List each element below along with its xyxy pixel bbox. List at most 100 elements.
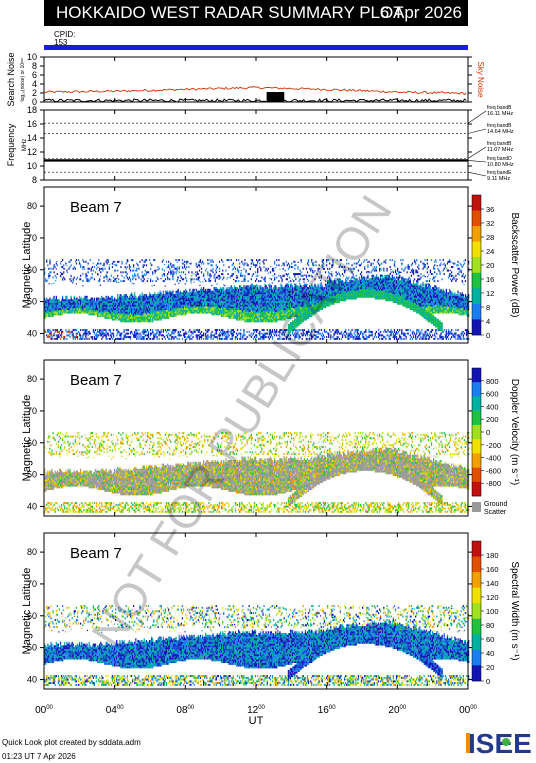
power-cell (242, 290, 244, 293)
power-cell (73, 311, 75, 314)
power-cell (198, 299, 201, 302)
power-cell (242, 294, 244, 297)
power-cell (137, 318, 139, 321)
power-cell (186, 297, 188, 300)
power-cell (243, 299, 245, 302)
power-cell (157, 308, 159, 311)
power-cell (293, 327, 295, 330)
power-cell (177, 292, 179, 295)
power-cell (137, 299, 139, 302)
plot-title: HOKKAIDO WEST RADAR SUMMARY PLOT (56, 3, 404, 23)
power-cell (172, 269, 174, 272)
power-cell (283, 309, 285, 312)
power-cell (217, 294, 220, 297)
power-cell (203, 334, 205, 337)
power-cell (281, 285, 283, 288)
power-cell (128, 309, 131, 312)
power-cell (83, 266, 85, 269)
power-cell (254, 309, 257, 312)
power-cell (97, 334, 99, 337)
power-cell (147, 315, 150, 318)
power-cell (242, 313, 244, 316)
power-cell (115, 306, 117, 309)
power-cell (295, 301, 297, 304)
power-cell (288, 311, 291, 314)
power-cell (125, 294, 127, 297)
power-cell (65, 295, 67, 298)
power-cell (300, 295, 302, 298)
power-cell (163, 309, 166, 312)
power-cell (97, 336, 99, 339)
power-cell (236, 295, 239, 298)
power-cell (252, 311, 255, 314)
power-cell (178, 302, 180, 305)
power-cell (291, 301, 293, 304)
power-cell (89, 299, 91, 302)
power-cell (118, 297, 120, 300)
power-cell (278, 309, 280, 312)
power-cell (190, 304, 192, 307)
power-cell (92, 301, 95, 304)
power-cell (110, 332, 113, 335)
power-cell (170, 295, 172, 298)
power-cell (244, 337, 246, 340)
power-cell (273, 318, 275, 321)
power-cell (103, 329, 105, 332)
power-cell (254, 271, 257, 274)
power-cell (212, 292, 214, 295)
power-cell (94, 311, 97, 314)
power-cell (119, 318, 121, 321)
power-cell (70, 297, 72, 300)
power-cell (189, 311, 191, 314)
power-cell (123, 330, 125, 333)
power-cell (266, 297, 268, 300)
power-cell (296, 311, 298, 314)
power-cell (180, 334, 182, 337)
power-cell (110, 308, 113, 311)
power-cell (283, 337, 285, 340)
power-cell (123, 301, 125, 304)
power-cell (227, 288, 229, 291)
power-cell (145, 302, 148, 305)
power-cell (172, 330, 174, 333)
power-cell (265, 313, 267, 316)
power-cell (274, 315, 276, 318)
power-cell (66, 302, 68, 305)
power-cell (208, 299, 210, 302)
power-cell (168, 316, 170, 319)
power-cell (102, 332, 104, 335)
power-cell (185, 295, 187, 298)
power-cell (231, 273, 233, 276)
power-cell (269, 292, 272, 295)
power-cell (46, 311, 48, 314)
power-cell (191, 304, 193, 307)
power-cell (148, 309, 151, 312)
power-cell (146, 309, 149, 312)
power-cell (277, 294, 279, 297)
power-cell (276, 259, 278, 262)
power-cell (156, 299, 158, 302)
power-cell (162, 306, 164, 309)
power-cell (129, 315, 132, 318)
power-cell (183, 297, 186, 300)
power-cell (250, 294, 252, 297)
power-cell (225, 308, 227, 311)
power-cell (277, 297, 279, 300)
power-cell (222, 260, 224, 263)
power-cell (163, 273, 166, 276)
power-cell (90, 301, 92, 304)
power-cell (253, 329, 256, 332)
power-cell (236, 306, 239, 309)
power-cell (153, 337, 155, 340)
power-cell (116, 304, 118, 307)
power-cell (162, 315, 164, 318)
power-cell (263, 288, 265, 291)
power-cell (277, 288, 279, 291)
power-cell (48, 302, 50, 305)
power-cell (56, 313, 58, 316)
power-cell (186, 260, 188, 263)
power-cell (224, 337, 226, 340)
power-cell (203, 295, 205, 298)
power-cell (144, 318, 146, 321)
power-cell (285, 308, 287, 311)
